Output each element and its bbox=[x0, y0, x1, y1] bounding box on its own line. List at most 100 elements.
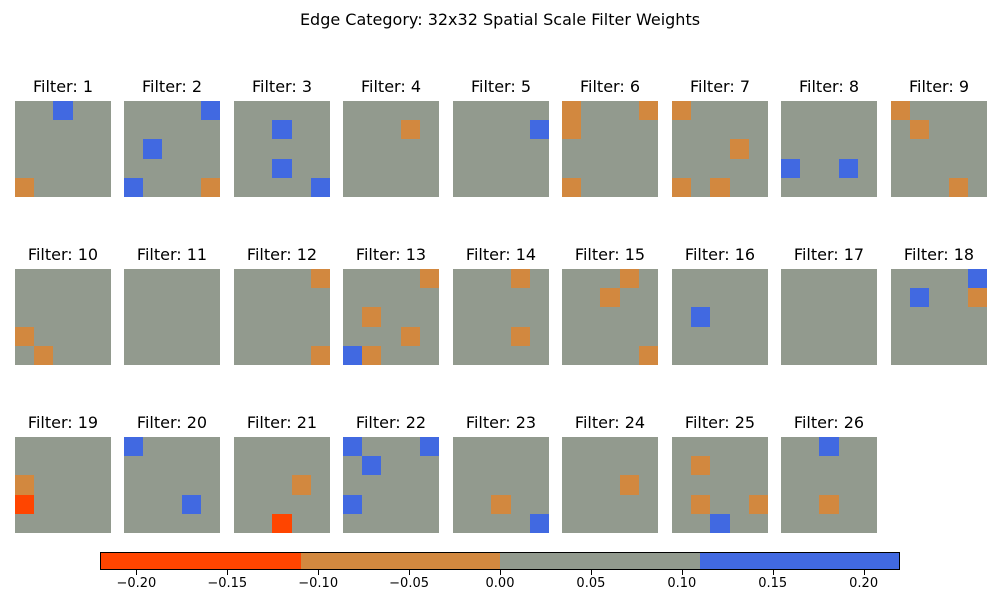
heatmap-cell bbox=[181, 158, 201, 178]
heatmap-cell bbox=[910, 120, 930, 140]
heatmap-cell bbox=[672, 345, 692, 365]
heatmap-cell bbox=[948, 139, 968, 159]
heatmap-cell bbox=[838, 101, 858, 121]
heatmap-cell bbox=[453, 177, 473, 197]
heatmap-cell bbox=[419, 326, 439, 346]
heatmap-cell bbox=[710, 475, 730, 495]
heatmap-cell bbox=[510, 513, 530, 533]
heatmap-cell bbox=[672, 475, 692, 495]
heatmap-cell bbox=[253, 120, 273, 140]
heatmap-cell bbox=[910, 345, 930, 365]
heatmap-cell bbox=[400, 177, 420, 197]
heatmap-cell bbox=[400, 288, 420, 308]
heatmap-cell bbox=[562, 456, 582, 476]
heatmap-cell bbox=[310, 456, 330, 476]
filter-heatmap bbox=[562, 437, 658, 533]
heatmap-cell bbox=[419, 345, 439, 365]
heatmap-cell bbox=[143, 456, 163, 476]
heatmap-cell bbox=[253, 101, 273, 121]
heatmap-cell bbox=[672, 437, 692, 457]
heatmap-cell bbox=[910, 101, 930, 121]
heatmap-cell bbox=[143, 120, 163, 140]
heatmap-cell bbox=[53, 307, 73, 327]
heatmap-cell bbox=[91, 456, 111, 476]
heatmap-cell bbox=[291, 139, 311, 159]
heatmap-cell bbox=[748, 101, 768, 121]
heatmap-cell bbox=[181, 101, 201, 121]
heatmap-cell bbox=[710, 139, 730, 159]
heatmap-cell bbox=[929, 158, 949, 178]
heatmap-cell bbox=[291, 177, 311, 197]
heatmap-cell bbox=[529, 494, 549, 514]
filter-title: Filter: 21 bbox=[246, 413, 318, 432]
heatmap-cell bbox=[53, 139, 73, 159]
heatmap-cell bbox=[857, 139, 877, 159]
heatmap-cell bbox=[400, 345, 420, 365]
heatmap-cell bbox=[291, 326, 311, 346]
heatmap-cell bbox=[234, 513, 254, 533]
heatmap-cell bbox=[510, 475, 530, 495]
heatmap-cell bbox=[472, 101, 492, 121]
heatmap-cell bbox=[472, 139, 492, 159]
heatmap-cell bbox=[362, 269, 382, 289]
heatmap-cell bbox=[291, 288, 311, 308]
heatmap-cell bbox=[91, 345, 111, 365]
heatmap-cell bbox=[362, 345, 382, 365]
heatmap-cell bbox=[710, 513, 730, 533]
heatmap-cell bbox=[619, 437, 639, 457]
heatmap-cell bbox=[381, 158, 401, 178]
heatmap-cell bbox=[891, 158, 911, 178]
heatmap-cell bbox=[929, 345, 949, 365]
heatmap-cell bbox=[381, 139, 401, 159]
colorbar-segment bbox=[300, 553, 500, 569]
heatmap-cell bbox=[200, 475, 220, 495]
heatmap-cell bbox=[253, 269, 273, 289]
heatmap-cell bbox=[200, 513, 220, 533]
heatmap-cell bbox=[72, 288, 92, 308]
colorbar-tick bbox=[863, 570, 865, 575]
heatmap-cell bbox=[143, 307, 163, 327]
filter-heatmap bbox=[234, 101, 330, 197]
heatmap-cell bbox=[419, 101, 439, 121]
heatmap-cell bbox=[124, 288, 144, 308]
heatmap-cell bbox=[729, 437, 749, 457]
heatmap-cell bbox=[529, 475, 549, 495]
heatmap-cell bbox=[600, 158, 620, 178]
heatmap-cell bbox=[857, 288, 877, 308]
heatmap-cell bbox=[729, 177, 749, 197]
heatmap-cell bbox=[234, 101, 254, 121]
heatmap-cell bbox=[672, 513, 692, 533]
heatmap-cell bbox=[781, 456, 801, 476]
heatmap-cell bbox=[362, 456, 382, 476]
filter-heatmap bbox=[453, 437, 549, 533]
heatmap-cell bbox=[910, 177, 930, 197]
heatmap-cell bbox=[234, 475, 254, 495]
heatmap-cell bbox=[838, 177, 858, 197]
heatmap-cell bbox=[162, 101, 182, 121]
heatmap-cell bbox=[381, 101, 401, 121]
heatmap-cell bbox=[143, 158, 163, 178]
heatmap-cell bbox=[419, 158, 439, 178]
heatmap-cell bbox=[838, 475, 858, 495]
heatmap-cell bbox=[453, 437, 473, 457]
heatmap-cell bbox=[781, 288, 801, 308]
heatmap-cell bbox=[15, 288, 35, 308]
heatmap-cell bbox=[91, 120, 111, 140]
heatmap-cell bbox=[529, 307, 549, 327]
heatmap-cell bbox=[343, 288, 363, 308]
heatmap-cell bbox=[234, 139, 254, 159]
heatmap-cell bbox=[291, 345, 311, 365]
heatmap-cell bbox=[72, 158, 92, 178]
heatmap-cell bbox=[800, 475, 820, 495]
heatmap-cell bbox=[253, 158, 273, 178]
heatmap-cell bbox=[562, 177, 582, 197]
filter-heatmap bbox=[562, 269, 658, 365]
filter-heatmap bbox=[453, 101, 549, 197]
heatmap-cell bbox=[691, 494, 711, 514]
heatmap-cell bbox=[691, 513, 711, 533]
heatmap-cell bbox=[891, 269, 911, 289]
heatmap-cell bbox=[181, 269, 201, 289]
heatmap-cell bbox=[272, 120, 292, 140]
heatmap-cell bbox=[253, 288, 273, 308]
heatmap-cell bbox=[967, 326, 987, 346]
